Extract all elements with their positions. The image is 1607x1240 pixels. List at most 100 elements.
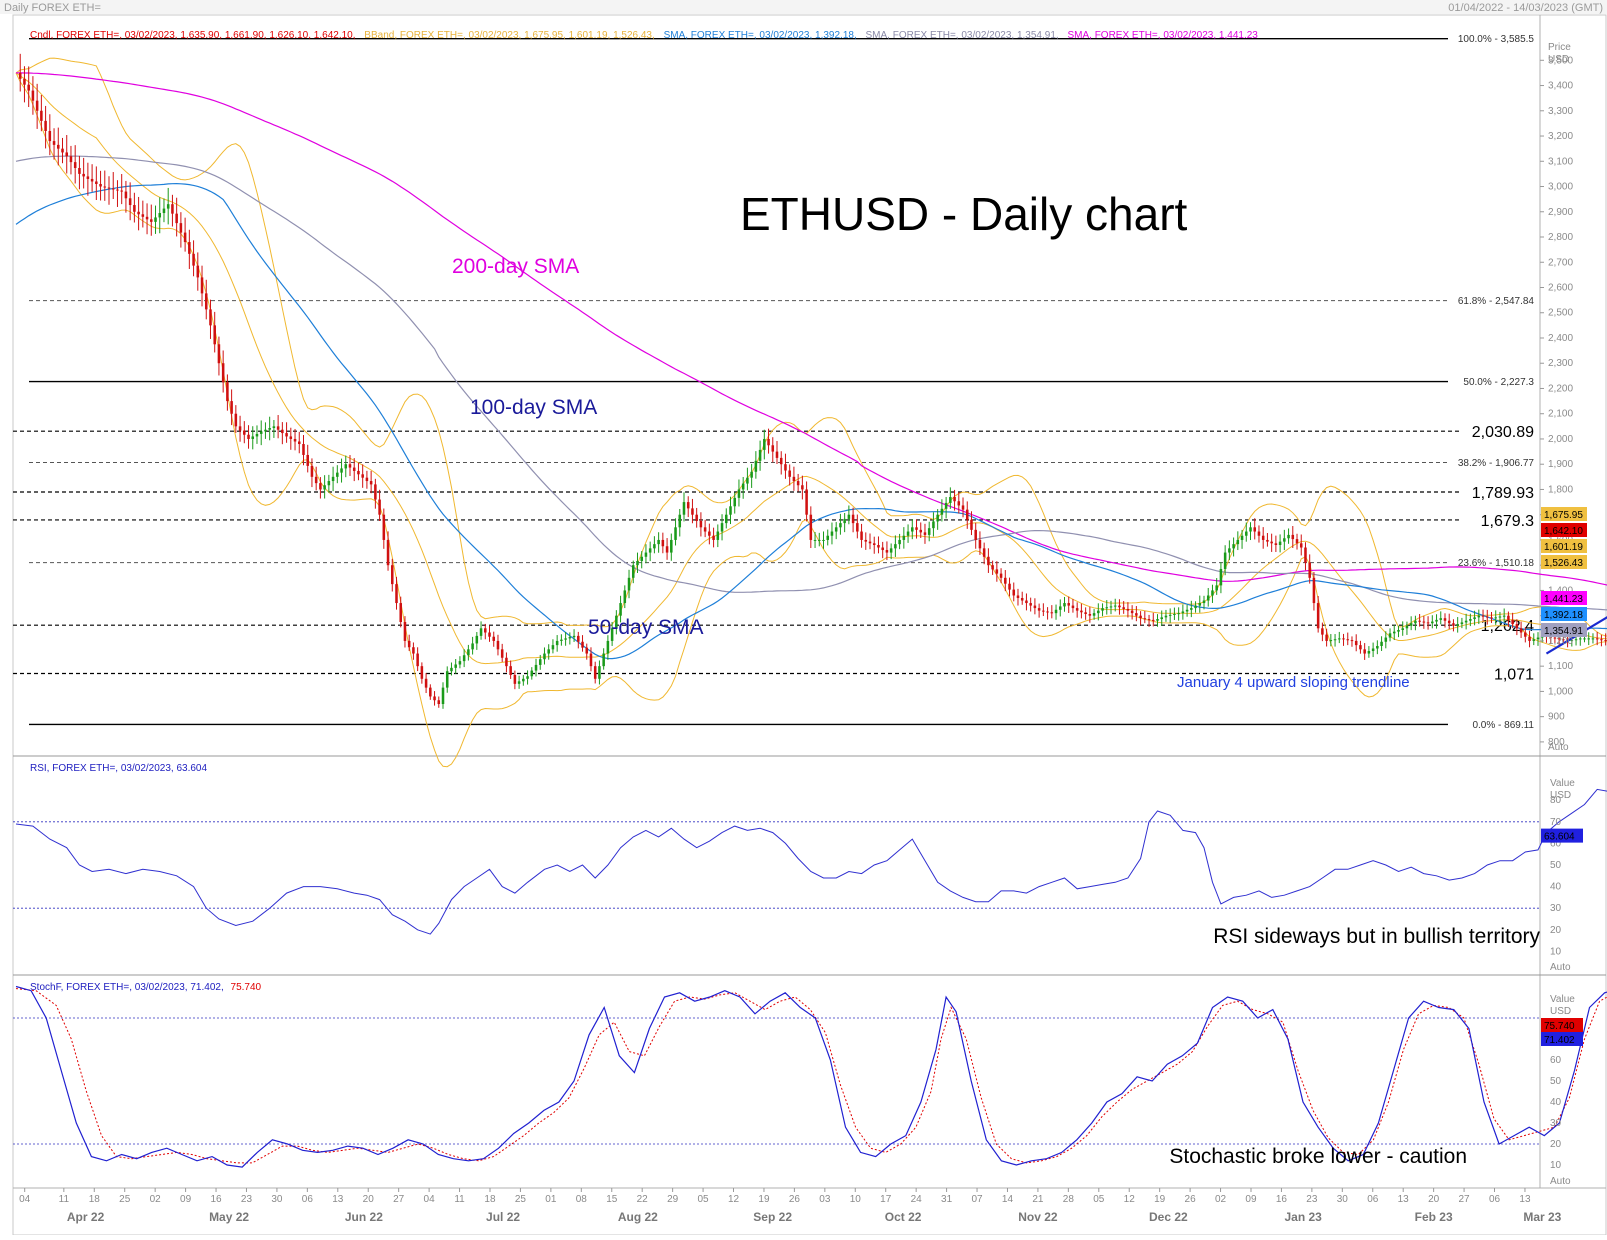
candle-body xyxy=(217,344,221,364)
candle-body xyxy=(145,216,149,220)
time-month-label: Oct 22 xyxy=(885,1210,922,1224)
candle-body xyxy=(1253,527,1257,532)
candle-body xyxy=(1304,547,1307,563)
last-value-tag: 1,675.95 xyxy=(1544,510,1583,521)
candle-body xyxy=(247,434,250,439)
candle-body xyxy=(234,413,238,427)
candle-body xyxy=(1295,539,1299,544)
time-tick-label: 19 xyxy=(1154,1194,1166,1205)
candle-body xyxy=(1604,640,1607,642)
candle-body xyxy=(484,628,487,633)
candle-body xyxy=(1283,538,1286,542)
last-value-tag-bg xyxy=(1541,555,1587,569)
candle-body xyxy=(868,541,872,544)
candle-body xyxy=(648,548,652,553)
candle-body xyxy=(1109,606,1113,608)
candle-body xyxy=(1600,639,1603,641)
candle-body xyxy=(369,481,373,485)
candle-body xyxy=(319,483,322,490)
candle-body xyxy=(48,130,52,142)
candle-body xyxy=(352,467,356,471)
candle-body xyxy=(1190,608,1193,610)
level-label-bg xyxy=(1462,509,1536,530)
legend-bband-text: BBand, FOREX ETH=, 03/02/2023, 1,675.95,… xyxy=(364,30,654,41)
candle-body xyxy=(107,187,111,189)
candle-body xyxy=(864,539,868,542)
candle-body xyxy=(336,472,339,477)
time-tick-label: 31 xyxy=(941,1194,953,1205)
candle-body xyxy=(758,449,762,461)
candle-body xyxy=(987,556,990,566)
candle-body xyxy=(665,546,669,553)
candle-body xyxy=(1219,568,1223,586)
candle-body xyxy=(741,483,745,490)
candle-body xyxy=(488,632,491,637)
price-auto-label: Auto xyxy=(1548,742,1569,753)
candle-body xyxy=(1105,607,1109,609)
candle-body xyxy=(1469,619,1472,621)
legend-sma200-text: SMA, FOREX ETH=, 03/02/2023, 1,441.23 xyxy=(1067,30,1258,41)
candle-body xyxy=(361,474,364,478)
time-tick-label: 02 xyxy=(1215,1194,1227,1205)
candle-body xyxy=(1130,610,1134,614)
candle-body xyxy=(615,615,618,629)
time-tick-label: 12 xyxy=(728,1194,740,1205)
candle-body xyxy=(796,481,800,486)
candle-body xyxy=(1058,606,1062,610)
candle-body xyxy=(116,189,119,191)
stoch-legend: StochF, FOREX ETH=, 03/02/2023, 71.402, … xyxy=(30,982,262,993)
candle-body xyxy=(230,401,233,414)
candle-body xyxy=(1405,625,1409,629)
candle-body xyxy=(1088,613,1092,616)
candle-body xyxy=(1042,610,1045,612)
candle-body xyxy=(1177,613,1180,615)
rsi-last-value-tag: 63.604 xyxy=(1541,828,1583,843)
price-tick-label: 1,800 xyxy=(1548,484,1573,495)
time-tick-label: 26 xyxy=(1185,1194,1197,1205)
candle-body xyxy=(1359,645,1362,650)
candle-body xyxy=(606,640,610,654)
time-tick-label: 01 xyxy=(545,1194,557,1205)
candle-body xyxy=(1562,639,1565,641)
candle-body xyxy=(1418,620,1421,622)
time-tick-label: 20 xyxy=(1428,1194,1440,1205)
candle-body xyxy=(889,548,893,553)
candle-body xyxy=(653,544,656,549)
time-month-label: Nov 22 xyxy=(1018,1210,1058,1224)
candle-body xyxy=(1037,608,1041,611)
candle-body xyxy=(327,481,331,486)
candle-body xyxy=(1583,638,1586,640)
price-panel: 100.0% - 3,585.5 61.8% - 2,547.84 50.0% - … xyxy=(13,30,1607,768)
candle-body xyxy=(610,628,614,641)
price-tick-label: 2,800 xyxy=(1548,232,1573,243)
candle-body xyxy=(183,232,187,243)
candle-body xyxy=(293,438,297,442)
candle-body xyxy=(1152,619,1155,621)
candle-body xyxy=(1084,612,1087,614)
candle-body xyxy=(1574,639,1578,641)
last-value-tag: 1,601.19 xyxy=(1544,542,1583,553)
candle-body xyxy=(1080,610,1083,613)
candle-body xyxy=(509,666,512,676)
candle-body xyxy=(1511,619,1514,625)
candle-body xyxy=(1308,562,1311,578)
candle-body xyxy=(1160,617,1163,620)
candle-body xyxy=(23,78,26,85)
candle-body xyxy=(1232,544,1235,549)
candle-body xyxy=(196,265,200,278)
time-tick-label: 17 xyxy=(880,1194,892,1205)
candle-body xyxy=(1228,548,1231,553)
candle-body xyxy=(801,485,804,490)
legend-candle-text: Cndl, FOREX ETH=, 03/02/2023, 1,635.90, … xyxy=(30,30,356,41)
candle-body xyxy=(1321,628,1324,635)
time-tick-label: 22 xyxy=(637,1194,649,1205)
candle-body xyxy=(1092,613,1096,616)
candle-body xyxy=(340,468,343,473)
level-label: 1,789.93 xyxy=(1472,485,1534,502)
candle-body xyxy=(551,645,555,650)
candle-body xyxy=(602,653,605,667)
candle-body xyxy=(809,514,813,540)
candle-body xyxy=(1498,616,1502,618)
candle-body xyxy=(111,188,115,190)
candle-body xyxy=(923,532,927,535)
